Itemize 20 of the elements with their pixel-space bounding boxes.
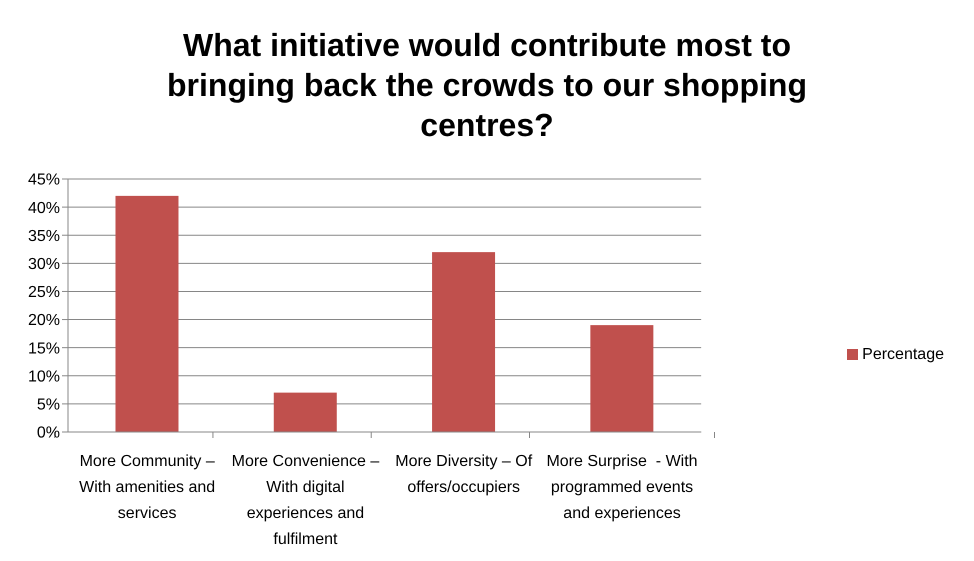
y-tick-label: 30% [28, 256, 60, 274]
chart-title: What initiative would contribute most to bringing back the crowds to our shopping centres? [166, 26, 808, 145]
y-tick-label: 15% [28, 340, 60, 358]
x-tick-label: More Community – With amenities and services [79, 453, 216, 522]
y-tick-label: 0% [36, 424, 60, 442]
x-tick-label: More Convenience – With digital experiences and fulfilment [232, 453, 380, 548]
legend-label: Percentage [862, 346, 944, 363]
y-tick-label: 40% [28, 200, 60, 217]
y-tick-label: 10% [28, 368, 60, 386]
y-tick-label: 20% [28, 312, 60, 330]
y-tick-label: 45% [28, 172, 60, 189]
y-tick-label: 35% [28, 228, 60, 245]
x-tick-label: More Surprise - With programmed events and experiences [546, 453, 698, 522]
x-tick-label: More Diversity – Of offers/occupiers [395, 453, 533, 496]
y-tick-label: 25% [28, 284, 60, 302]
bar [115, 196, 178, 432]
y-tick-label: 5% [36, 396, 60, 414]
bar [274, 392, 337, 432]
bar [590, 325, 654, 432]
bar [432, 252, 496, 432]
